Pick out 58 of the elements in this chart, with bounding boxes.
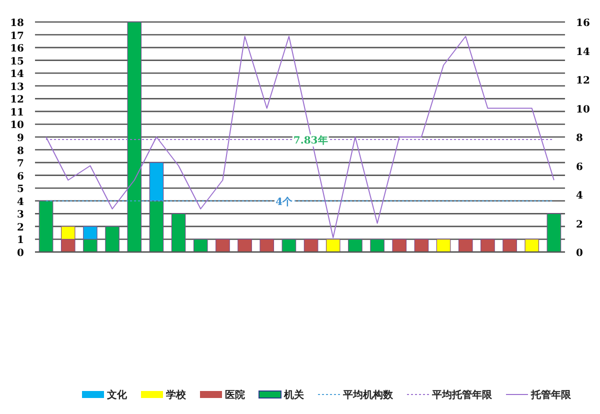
y-tick-label: 5 xyxy=(17,184,24,196)
bar xyxy=(392,238,407,252)
y-tick-label: 1 xyxy=(17,235,24,246)
bar xyxy=(546,213,562,252)
annotation: 4个 xyxy=(274,196,295,208)
bar xyxy=(502,238,517,252)
bar xyxy=(524,238,540,252)
legend-label: 学校 xyxy=(166,389,187,401)
bar xyxy=(260,238,274,252)
y-tick-label: 4 xyxy=(17,196,24,208)
legend-label: 托管年限 xyxy=(530,389,572,401)
bar xyxy=(127,22,142,252)
bar xyxy=(480,238,495,252)
bar xyxy=(238,238,252,252)
y2-tick-label: 12 xyxy=(576,76,590,86)
y2-tick-label: 0 xyxy=(576,248,583,259)
bar xyxy=(193,238,208,252)
bar xyxy=(326,238,340,252)
bar xyxy=(282,238,296,252)
bar xyxy=(414,238,429,252)
bar xyxy=(304,238,318,252)
bar xyxy=(370,238,384,252)
bar xyxy=(348,238,362,252)
y2-tick-label: 6 xyxy=(576,162,583,173)
y-tick-label: 10 xyxy=(10,120,24,132)
y-tick-label: 7 xyxy=(17,158,24,170)
y2-tick-label: 8 xyxy=(576,133,583,144)
y-tick-label: 0 xyxy=(17,248,24,259)
bar xyxy=(38,200,54,252)
y2-tick-label: 16 xyxy=(576,18,590,29)
legend-label: 机关 xyxy=(283,389,305,401)
y2-tick-label: 2 xyxy=(576,219,583,230)
y-tick-label: 17 xyxy=(10,30,24,42)
y-tick-label: 6 xyxy=(17,171,24,182)
y-tick-label: 18 xyxy=(10,18,24,29)
y-tick-label: 16 xyxy=(10,44,24,55)
y-tick-label: 8 xyxy=(17,146,24,157)
y-tick-label: 15 xyxy=(10,56,24,68)
y2-tick-label: 10 xyxy=(576,104,590,116)
y-tick-label: 12 xyxy=(10,94,24,106)
y-tick-label: 11 xyxy=(10,107,24,118)
y-tick-label: 9 xyxy=(17,133,24,144)
y-tick-label: 14 xyxy=(10,69,24,80)
legend-label: 医院 xyxy=(225,389,245,401)
y2-tick-label: 14 xyxy=(576,46,590,58)
y-tick-label: 13 xyxy=(10,82,24,93)
y-tick-label: 2 xyxy=(17,222,24,234)
legend-label: 平均托管年限 xyxy=(431,389,493,401)
legend-label: 文化 xyxy=(106,389,128,401)
bar xyxy=(171,213,186,252)
bar xyxy=(216,238,230,252)
bar xyxy=(105,226,120,252)
legend-label: 平均机构数 xyxy=(342,389,394,401)
y-tick-label: 3 xyxy=(17,210,24,221)
annotation: 7.83年 xyxy=(292,134,329,146)
bar xyxy=(458,238,473,252)
y2-tick-label: 4 xyxy=(576,190,583,202)
bar xyxy=(436,238,451,252)
